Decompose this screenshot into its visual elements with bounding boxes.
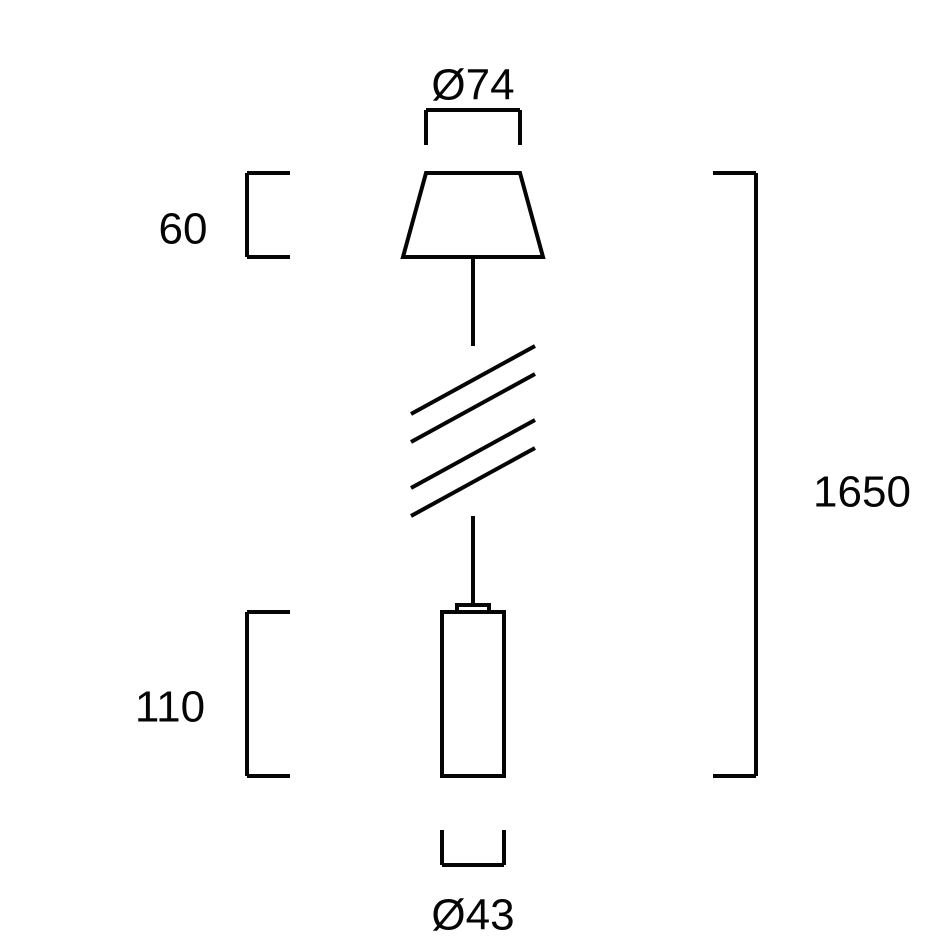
label-bottom-diameter: Ø43 [431, 891, 514, 940]
pendant-lamp-dimension-drawing: Ø74 60 110 Ø43 1650 [0, 0, 946, 946]
label-overall-height: 1650 [813, 468, 911, 517]
label-socket-height: 110 [135, 683, 205, 732]
label-top-diameter: Ø74 [431, 61, 514, 110]
label-canopy-height: 60 [159, 205, 208, 254]
canopy-outline [403, 173, 543, 257]
socket-outline [442, 612, 504, 776]
cable-break-mark-0 [411, 346, 535, 414]
cable-break-mark-1 [411, 448, 535, 516]
